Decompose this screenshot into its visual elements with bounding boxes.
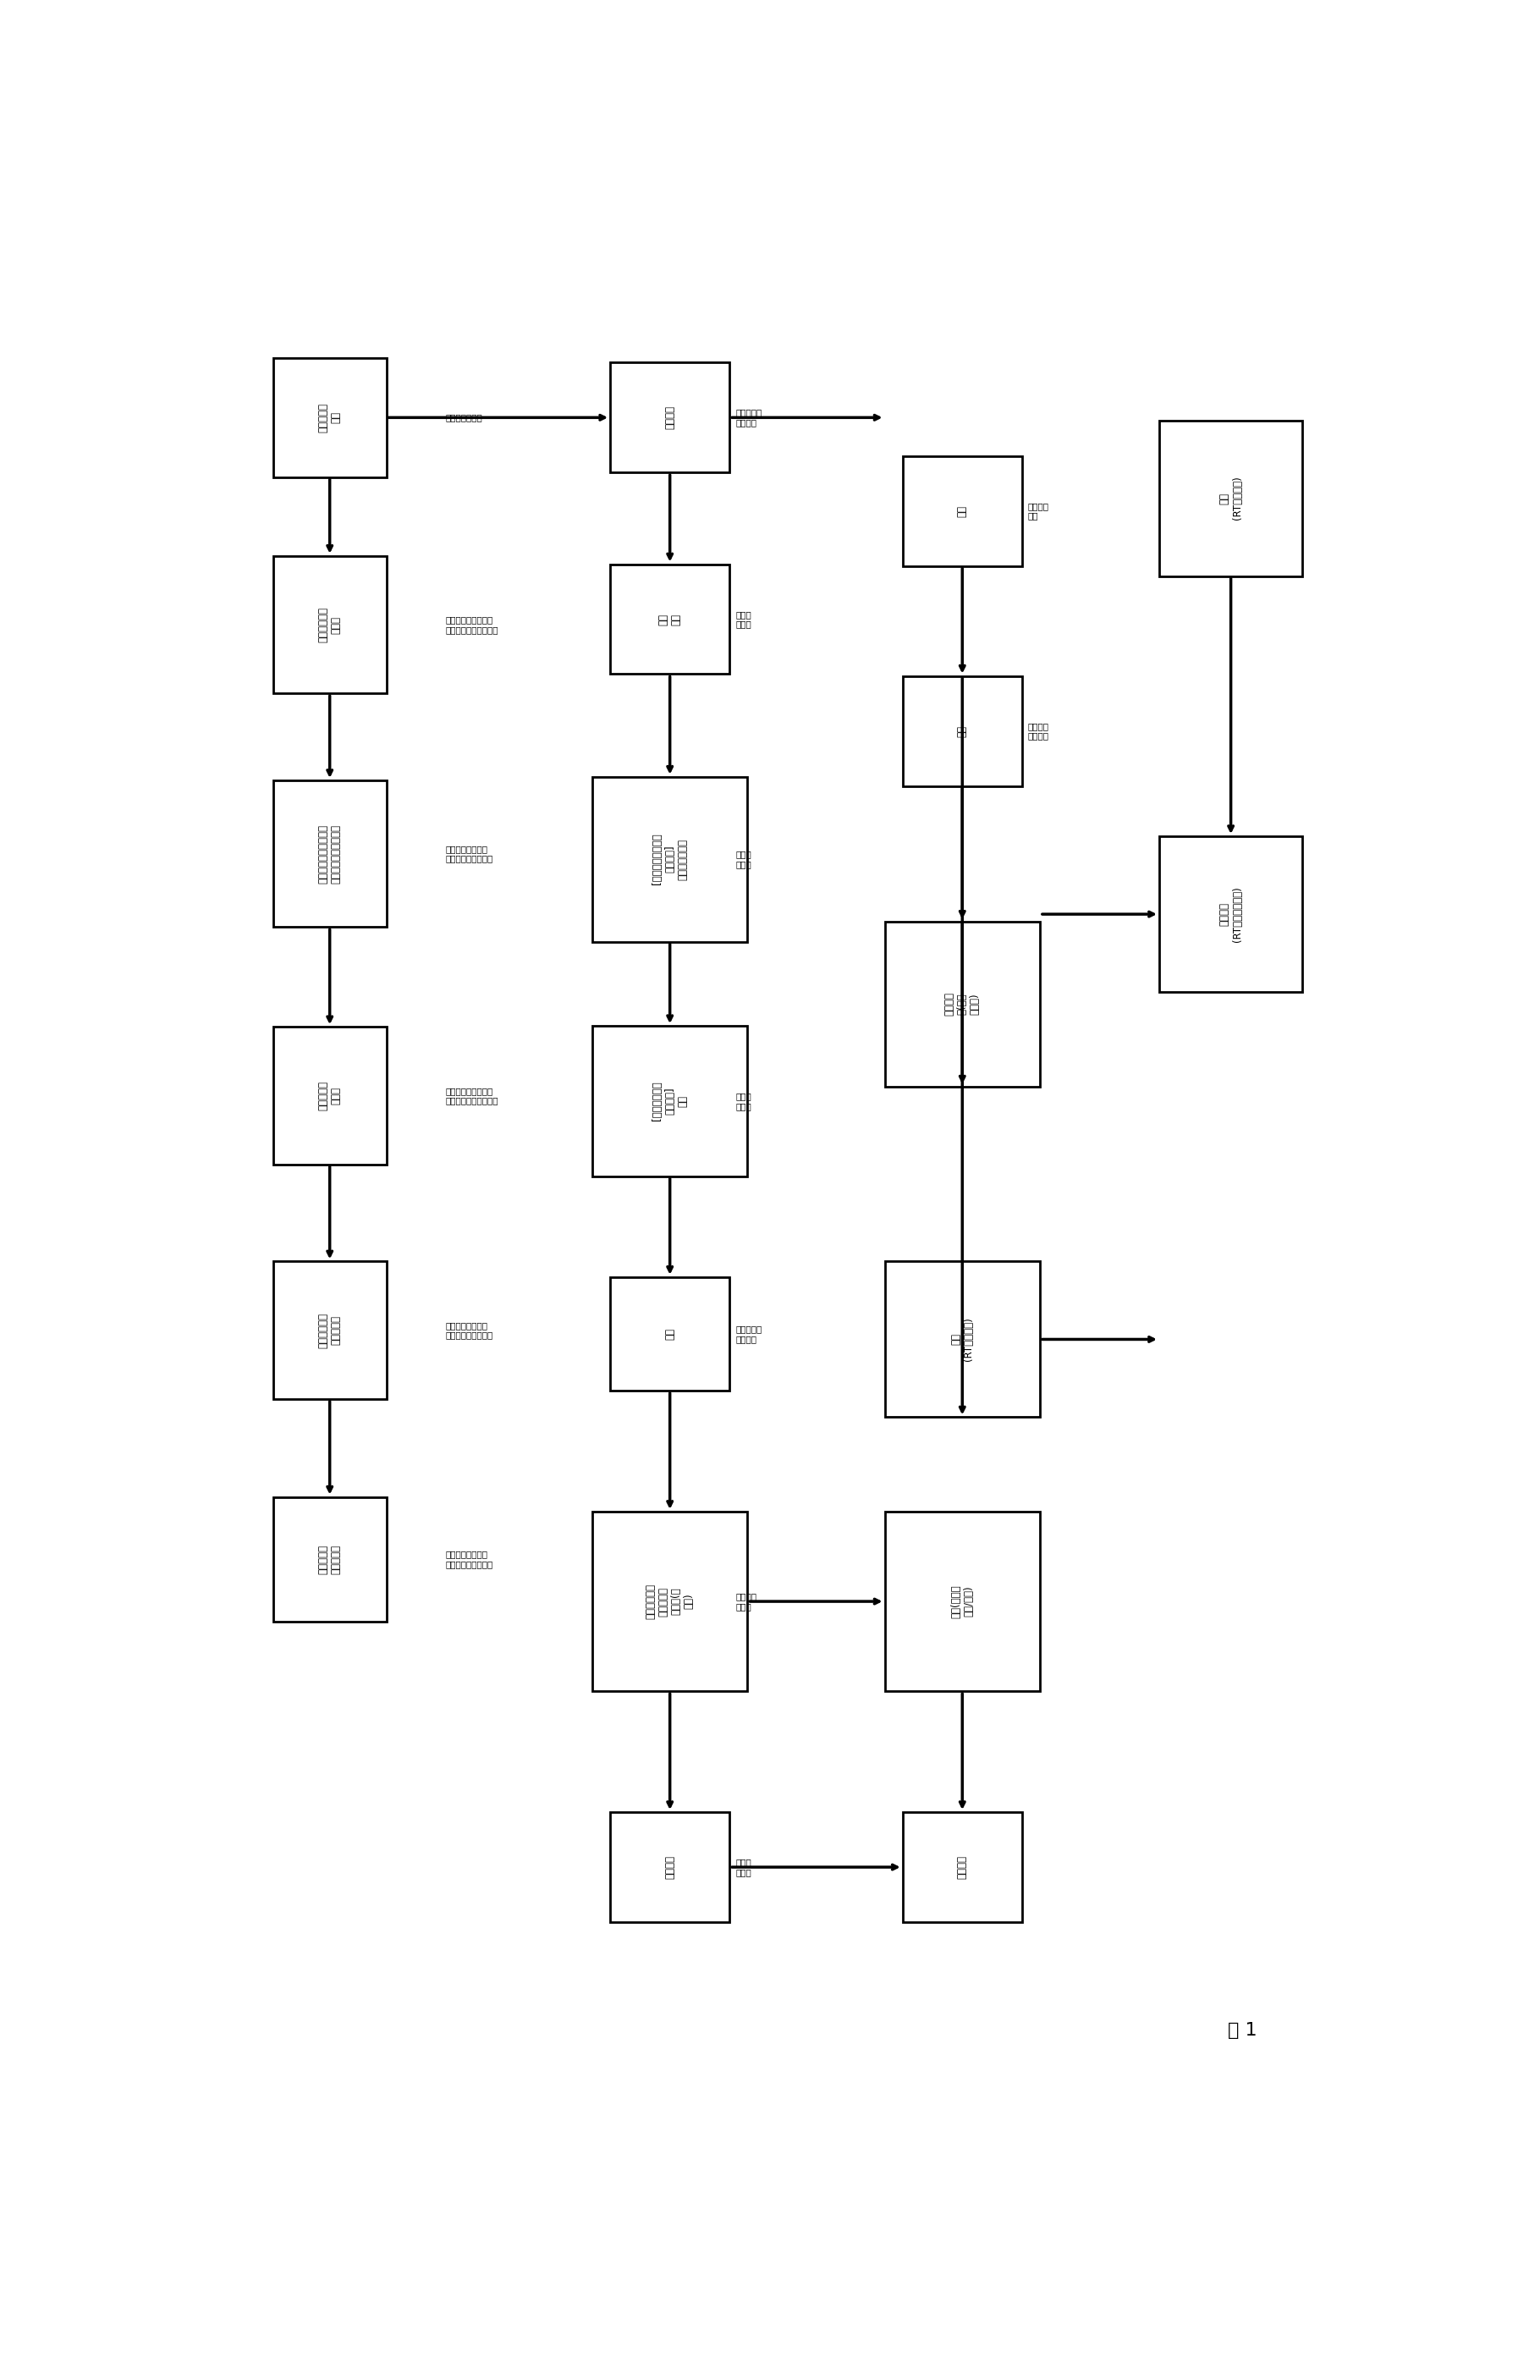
Text: 工艺参数的
验证: 工艺参数的 验证 (317, 402, 342, 433)
Bar (273, 781, 387, 928)
Text: 安全员实际手架安
全情况安全员签名：: 安全员实际手架安 全情况安全员签名： (445, 1549, 493, 1568)
Bar (610, 362, 730, 474)
Text: 对对: 对对 (664, 1328, 676, 1340)
Bar (593, 776, 747, 942)
Bar (1160, 421, 1303, 576)
Bar (886, 921, 1040, 1085)
Text: 布片图线: 布片图线 (664, 405, 676, 428)
Text: [专业责任师按规范
出示样片]
胶袋上贴标记志: [专业责任师按规范 出示样片] 胶袋上贴标记志 (651, 833, 688, 885)
Text: 安全员实际手架安
全情况安全员签名：: 安全员实际手架安 全情况安全员签名： (445, 1321, 493, 1340)
Text: 绘制布片图
负责人: 绘制布片图 负责人 (317, 1081, 342, 1111)
Bar (273, 1497, 387, 1621)
Bar (886, 1511, 1040, 1692)
Bar (886, 1261, 1040, 1416)
Text: 记录出
源时间: 记录出 源时间 (736, 1859, 752, 1875)
Text: 图 1: 图 1 (1227, 2021, 1258, 2040)
Text: 设备外检验收
专业责任师: 设备外检验收 专业责任师 (317, 1311, 342, 1347)
Text: 技术负责人输入: 技术负责人输入 (445, 414, 482, 421)
Text: 胶片
辅装: 胶片 辅装 (658, 614, 682, 626)
Text: 出具报告
(RT二级以上人员): 出具报告 (RT二级以上人员) (1220, 885, 1243, 942)
Text: 记录缝
长片数: 记录缝 长片数 (736, 1092, 752, 1109)
Text: 焊缝单标记
专业责任师: 焊缝单标记 专业责任师 (317, 1545, 342, 1573)
Bar (902, 1811, 1023, 1923)
Bar (593, 1511, 747, 1692)
Text: 出源曝光: 出源曝光 (664, 1856, 676, 1878)
Text: 安全员实际手架安
全情况安全员签名：: 安全员实际手架安 全情况安全员签名： (445, 845, 493, 864)
Text: 核对底片符合标准的
接缝质量负责人签名：: 核对底片符合标准的 接缝质量负责人签名： (445, 1085, 499, 1104)
Text: 安全区域布置
量计量调整
仪仪表(安
全员): 安全区域布置 量计量调整 仪仪表(安 全员) (645, 1583, 695, 1618)
Text: 专业责任师
核对辅辅: 专业责任师 核对辅辅 (736, 1326, 762, 1342)
Text: 取片: 取片 (956, 505, 967, 516)
Text: 记录缝
长片数: 记录缝 长片数 (736, 850, 752, 869)
Bar (593, 1026, 747, 1176)
Bar (610, 1278, 730, 1390)
Bar (273, 357, 387, 476)
Text: 核对底片符合标准的要
接缝质量负责人签名：: 核对底片符合标准的要 接缝质量负责人签名： (317, 823, 342, 883)
Bar (273, 1026, 387, 1164)
Bar (1160, 835, 1303, 992)
Text: 测试透照条件
负责人: 测试透照条件 负责人 (317, 607, 342, 643)
Text: 安全员核
对对寻: 安全员核 对对寻 (736, 1592, 756, 1611)
Text: 记录取片
时间: 记录取片 时间 (1029, 502, 1049, 521)
Text: 出源曝光: 出源曝光 (956, 1856, 967, 1878)
Text: 专业责任师
核对签名: 专业责任师 核对签名 (736, 409, 762, 426)
Text: 核对符合技术要求量
机技术不质责人签名：: 核对符合技术要求量 机技术不质责人签名： (445, 616, 499, 633)
Bar (273, 1261, 387, 1399)
Bar (610, 564, 730, 674)
Bar (273, 557, 387, 693)
Text: 复评
(RT二级人员): 复评 (RT二级人员) (1220, 476, 1243, 521)
Bar (610, 1811, 730, 1923)
Text: 记录冲片
及补冲量: 记录冲片 及补冲量 (1029, 721, 1049, 740)
Text: 汇总记录
录(专业
责任师): 汇总记录 录(专业 责任师) (944, 992, 981, 1016)
Bar (902, 676, 1023, 785)
Text: 守源(现场负
责人/签名): 守源(现场负 责人/签名) (950, 1585, 975, 1618)
Bar (902, 457, 1023, 566)
Text: 评片
(RT二级人员): 评片 (RT二级人员) (950, 1319, 975, 1361)
Text: 冲片: 冲片 (956, 726, 967, 738)
Text: 记录缝
长片数: 记录缝 长片数 (736, 609, 752, 628)
Text: [安全检查工作
安全防护]
贴片: [安全检查工作 安全防护] 贴片 (651, 1081, 688, 1121)
